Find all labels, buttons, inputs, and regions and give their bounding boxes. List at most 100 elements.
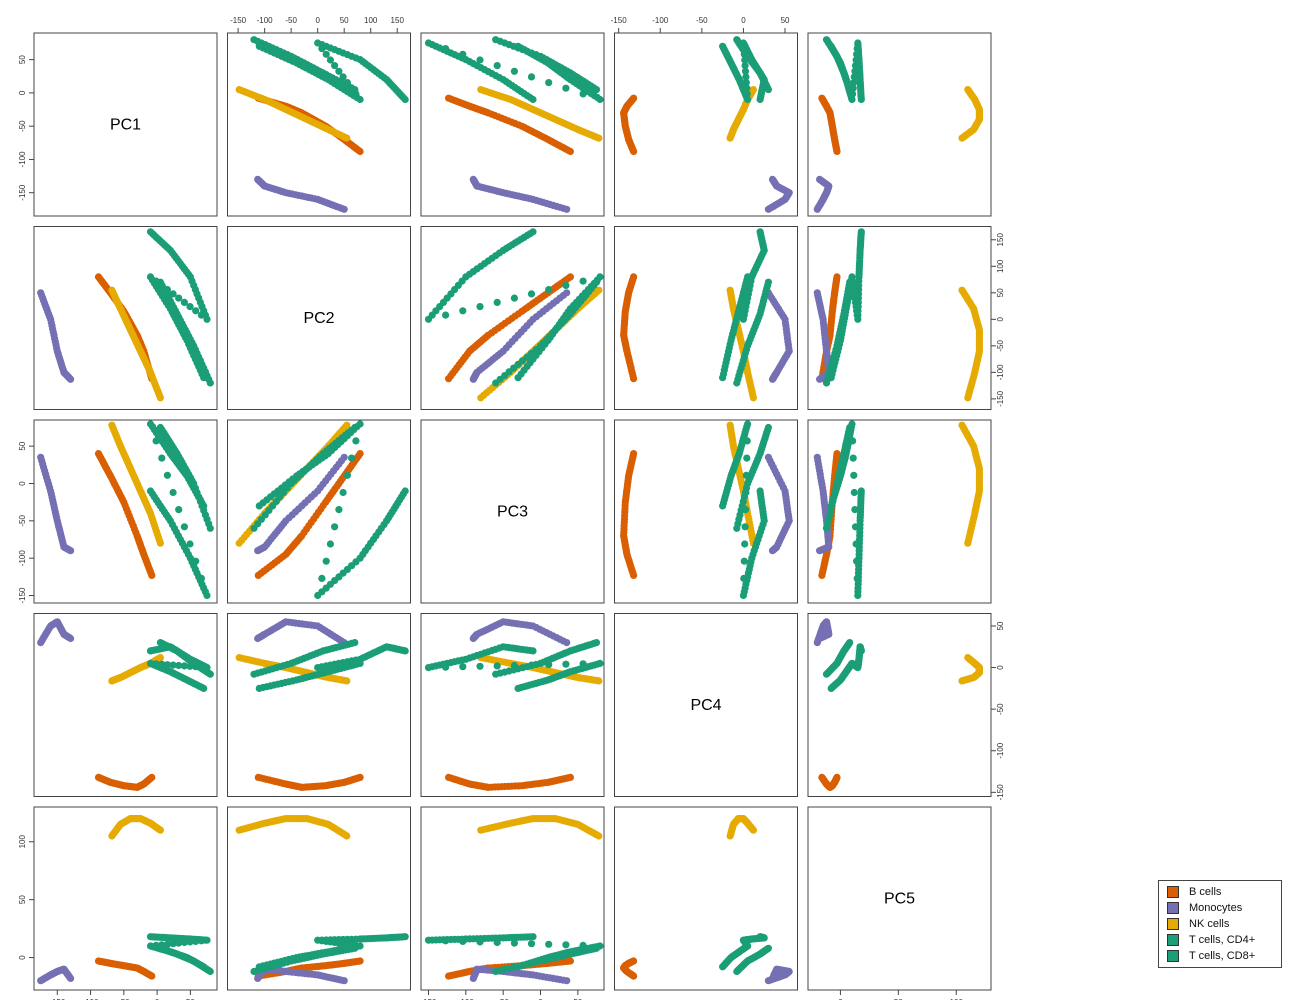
data-point [148,571,156,580]
data-point [742,73,750,81]
tick-label: -50 [18,120,27,132]
tick-label: -50 [285,16,297,25]
data-point [854,39,862,47]
data-point [850,73,858,81]
data-point [250,967,258,976]
data-point [822,670,831,678]
data-point [442,663,450,671]
data-point [630,571,638,580]
tick-label: 50 [186,998,195,1000]
data-point [527,940,536,948]
data-point [816,634,824,643]
data-point [254,634,262,643]
data-point [254,547,262,555]
data-point [169,661,177,669]
data-point [545,940,553,948]
data-point [469,634,477,643]
data-point [163,940,171,948]
data-point [852,56,860,64]
data-point [510,294,518,302]
tick-label: 50 [340,16,349,25]
panel-frame [807,226,992,410]
data-point [206,379,214,387]
data-point [477,826,485,834]
data-point [822,379,831,387]
panel-frame [33,32,218,217]
data-point [67,974,75,983]
data-point [343,471,351,479]
panel-frame [227,226,411,410]
data-point [197,937,205,945]
diagonal-label: PC3 [497,504,528,521]
data-point [741,540,749,548]
data-point [192,557,200,565]
data-point [827,684,835,693]
data-point [630,94,638,102]
data-point [740,574,748,583]
diagonal-label: PC5 [884,891,915,908]
data-point [235,539,243,547]
tick-label: -150 [996,390,1005,407]
data-point [254,773,262,782]
data-point [326,56,334,64]
tick-label: -50 [118,998,130,1000]
panel-frame [227,613,411,797]
data-point [630,972,638,980]
data-point [816,375,824,383]
data-point [326,540,334,548]
data-point [175,506,183,514]
tick-label: 50 [996,288,1005,297]
data-point [768,974,777,983]
data-point [203,315,211,323]
tick-label: 0 [18,481,27,486]
tick-label: 0 [155,998,160,1000]
data-point [818,571,826,580]
data-point [235,826,243,834]
data-point [562,660,570,668]
data-point [192,307,200,315]
panel-frame [227,419,411,604]
data-point [335,67,343,75]
data-point [493,662,501,670]
panel-frame [614,613,798,797]
tick-label: 0 [538,998,543,1000]
data-point [250,524,258,532]
data-point [156,539,164,547]
data-point [469,175,477,183]
tick-label: -150 [18,587,27,604]
data-point [459,663,467,671]
tick-label: 150 [391,16,405,25]
tick-label: 0 [315,16,320,25]
data-point [768,375,777,383]
data-point [156,826,164,834]
data-point [331,523,339,531]
tick-label: 0 [996,317,1005,322]
data-point [156,394,164,402]
data-point [562,84,570,92]
data-point [175,294,183,302]
data-point [719,42,727,50]
data-point [492,670,500,678]
data-point [719,374,727,382]
panel-frame [807,806,992,991]
data-point [163,471,171,479]
tick-label: -100 [458,998,475,1000]
data-point [768,175,777,183]
data-point [156,654,164,662]
panel-frame [614,806,798,991]
tick-label: -100 [18,151,27,168]
panel-frame [807,32,992,217]
data-point [424,664,433,672]
tick-label: -50 [497,998,509,1000]
diagonal-label: PC4 [690,697,721,714]
data-point [749,86,758,94]
data-point [818,94,826,102]
data-point [67,547,75,555]
data-point [510,939,518,947]
data-point [180,938,188,947]
tick-label: 50 [18,55,27,64]
tick-label: 50 [573,998,582,1000]
data-point [459,307,467,315]
tick-label: 100 [364,16,378,25]
data-point [562,281,570,289]
